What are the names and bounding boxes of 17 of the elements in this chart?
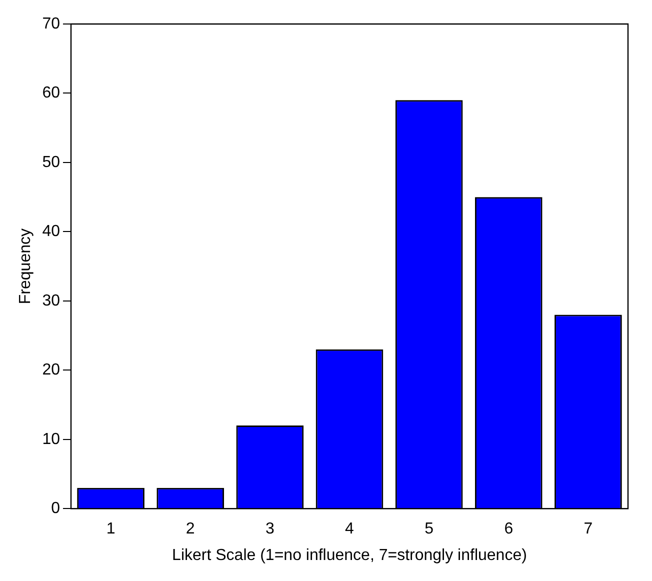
x-tick-label: 1	[106, 520, 116, 538]
x-tick-label: 7	[584, 520, 593, 538]
y-tick-label: 40	[42, 223, 60, 240]
x-axis-title: Likert Scale (1=no influence, 7=strongly influence)	[172, 546, 527, 564]
y-tick-label: 30	[42, 292, 60, 310]
y-tick-label: 50	[42, 154, 60, 171]
y-tick-label: 60	[42, 84, 60, 102]
x-tick-label: 3	[265, 520, 274, 538]
y-tick-label: 20	[42, 362, 60, 379]
y-tick-label: 10	[42, 430, 60, 448]
x-tick-label: 4	[345, 520, 354, 538]
x-tick-label: 6	[504, 520, 514, 538]
x-tick-label: 5	[424, 520, 434, 538]
y-tick-label: 70	[42, 15, 60, 32]
y-tick-label: 0	[51, 500, 60, 518]
x-tick-label: 2	[186, 520, 195, 538]
y-axis-title: Frequency	[17, 228, 34, 304]
